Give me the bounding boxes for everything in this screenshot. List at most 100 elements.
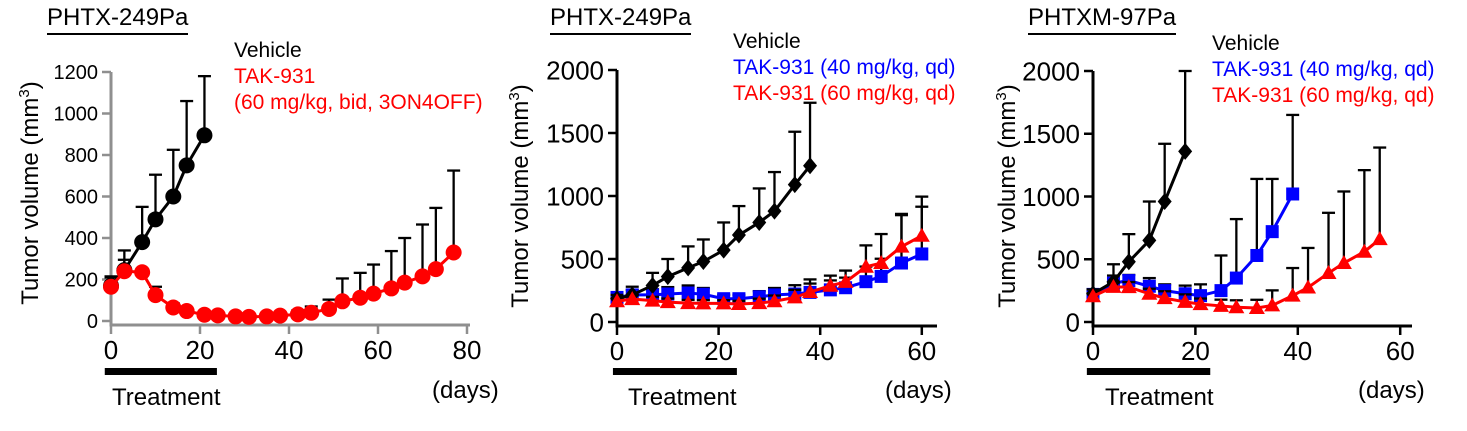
marker-circle [352, 289, 369, 306]
marker-square [874, 269, 888, 283]
x-tick-label: 80 [453, 335, 482, 365]
y-tick-label: 800 [65, 145, 98, 167]
marker-diamond [787, 176, 802, 194]
marker-square [1286, 187, 1300, 201]
marker-circle [178, 157, 195, 174]
marker-circle [303, 304, 320, 321]
marker-triangle [680, 295, 697, 310]
y-tick-label: 2000 [546, 55, 604, 85]
marker-diamond [716, 241, 731, 259]
marker-square [915, 247, 929, 261]
x-tick-label: 40 [806, 336, 835, 366]
treatment-bar [104, 368, 217, 375]
marker-circle [445, 244, 462, 261]
plot-area-1: 0 500 1000 1500 2000 0 20 40 60 [546, 55, 937, 375]
marker-circle [334, 293, 351, 310]
marker-triangle [1320, 265, 1337, 280]
y-tick-label: 200 [65, 270, 98, 292]
y-tick-label: 2000 [1022, 56, 1080, 86]
marker-square [859, 275, 873, 289]
marker-triangle [1213, 297, 1229, 312]
x-tick-label: 0 [610, 336, 624, 366]
y-tick-label: 0 [87, 311, 98, 333]
marker-circle [134, 234, 151, 251]
marker-circle [147, 287, 164, 304]
marker-circle [103, 278, 119, 295]
marker-circle [165, 188, 182, 205]
marker-diamond [803, 157, 818, 175]
y-tick-label: 1500 [546, 118, 604, 148]
marker-circle [383, 280, 400, 297]
x-tick-label: 20 [186, 335, 215, 365]
marker-triangle [766, 293, 783, 308]
marker-triangle [751, 295, 768, 310]
marker-triangle [1335, 255, 1352, 270]
marker-triangle [873, 255, 890, 270]
marker-triangle [1156, 290, 1173, 305]
marker-circle [272, 307, 289, 324]
y-tick-label: 0 [590, 307, 604, 337]
marker-triangle [730, 295, 747, 310]
marker-circle [116, 263, 133, 280]
marker-diamond [731, 226, 746, 244]
x-tick-label: 0 [1086, 336, 1100, 366]
marker-circle [227, 308, 244, 325]
marker-triangle [695, 295, 712, 310]
marker-triangle [1192, 296, 1209, 311]
marker-circle [196, 127, 213, 144]
marker-circle [147, 211, 164, 228]
y-tick-label: 0 [1066, 307, 1080, 337]
marker-square [661, 287, 675, 301]
y-tick-label: 1000 [1022, 182, 1080, 212]
marker-diamond [696, 253, 711, 271]
marker-diamond [645, 276, 660, 294]
plot-area-2: 0 500 1000 1500 2000 0 20 40 60 [1022, 56, 1415, 375]
marker-triangle [1120, 279, 1137, 294]
marker-diamond [681, 259, 696, 277]
marker-diamond [752, 213, 767, 231]
x-tick-label: 20 [1181, 336, 1210, 366]
marker-triangle [1228, 299, 1245, 314]
series-vehicle [610, 101, 818, 308]
marker-triangle [624, 291, 641, 306]
marker-triangle [1284, 287, 1301, 302]
y-tick-label: 1500 [1022, 119, 1080, 149]
marker-triangle [644, 292, 661, 307]
marker-triangle [1356, 243, 1373, 258]
marker-circle [134, 264, 151, 281]
series-vehicle [1086, 69, 1193, 303]
marker-triangle [913, 227, 930, 242]
marker-diamond [1121, 253, 1136, 271]
y-tick-label: 1200 [54, 62, 99, 84]
marker-square [1214, 284, 1228, 298]
marker-triangle [1141, 285, 1158, 300]
marker-square [1265, 225, 1279, 239]
y-tick-label: 500 [561, 244, 604, 274]
marker-diamond [1142, 231, 1157, 249]
marker-circle [178, 303, 195, 320]
marker-circle [240, 308, 257, 325]
marker-diamond [1178, 142, 1193, 160]
marker-circle [258, 308, 275, 325]
x-tick-label: 60 [907, 336, 936, 366]
marker-square [1229, 271, 1243, 285]
plot-area-0: 0 200 400 600 800 1000 1200 0 20 40 60 80 [54, 62, 482, 375]
marker-circle [289, 306, 306, 323]
series-line [1092, 150, 1187, 296]
marker-triangle [822, 277, 839, 292]
marker-triangle [802, 284, 819, 299]
marker-square [696, 287, 710, 301]
treatment-bar [612, 368, 737, 375]
marker-triangle [1248, 299, 1265, 314]
treatment-bar [1086, 368, 1211, 375]
marker-triangle [1105, 278, 1122, 293]
marker-triangle [1264, 297, 1281, 312]
marker-square [681, 286, 695, 300]
marker-circle [427, 261, 444, 278]
marker-triangle [1371, 231, 1388, 246]
y-tick-label: 1000 [546, 181, 604, 211]
x-tick-label: 60 [364, 335, 393, 365]
marker-square [894, 256, 908, 270]
